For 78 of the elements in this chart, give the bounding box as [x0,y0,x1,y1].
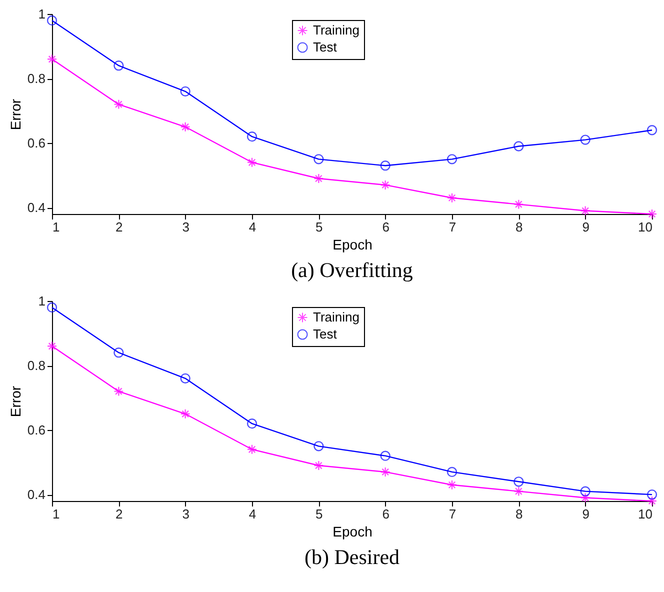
point [380,160,390,171]
x-tick-label: 8 [516,220,523,234]
point [246,132,258,142]
y-tick-label: 0.8 [27,358,46,374]
point [314,441,324,452]
point [246,444,258,454]
x-axis-title: Epoch [332,236,372,252]
point [114,60,124,71]
point [646,496,658,506]
point [514,141,524,152]
point [114,386,124,396]
point [246,418,258,429]
x-tick-label: 3 [182,506,190,522]
x-tick-label: 1 [52,220,60,234]
point [446,466,458,478]
legend-label: Test [313,40,338,54]
point [380,466,390,478]
y-tick-label: 0.4 [27,487,46,502]
x-tick-label: 7 [448,506,456,522]
point [646,489,658,500]
y-axis-title: Error [7,386,24,418]
point [246,157,258,168]
x-tick-label: 10 [638,506,652,522]
point [114,99,124,110]
x-tick-label: 1 [52,506,60,522]
x-axis-title: Epoch [332,524,372,540]
y-tick-label: 0.8 [27,71,46,86]
point [314,460,324,471]
x-tick-label: 5 [316,220,323,234]
text: (a) Overfitting [291,258,414,282]
y-tick-label: 1 [38,6,46,22]
point [180,86,190,96]
x-tick-label: 8 [516,506,523,522]
point [514,476,524,487]
x-tick-label: 3 [182,220,190,234]
y-axis-title: Error [7,98,24,130]
x-tick-label: 6 [382,220,390,234]
point [580,486,590,496]
point [180,408,190,419]
point [580,206,590,216]
x-tick-label: 4 [248,220,256,234]
x-tick-label: 10 [638,220,652,234]
point [314,154,324,164]
point [514,486,524,496]
legend-label: Training [313,22,360,38]
point [580,492,590,503]
text: (b) Desired [304,545,400,569]
point [46,341,58,352]
y-tick-label: 0.6 [27,422,46,438]
x-tick-label: 6 [382,506,390,522]
point [380,450,390,461]
legend-label: Training [313,310,360,324]
y-tick-label: 0.6 [27,136,46,151]
point [180,122,190,132]
x-tick-label: 9 [582,506,590,522]
point [514,199,524,210]
point [46,54,58,64]
point [380,180,390,190]
x-tick-label: 2 [116,506,123,522]
point [446,154,458,164]
point [446,480,458,490]
x-tick-label: 7 [448,220,456,234]
y-tick-label: 1 [38,294,46,308]
point [180,373,190,384]
point [46,15,58,26]
x-tick-label: 2 [116,220,123,234]
x-tick-label: 5 [316,506,323,522]
x-tick-label: 4 [248,506,256,522]
point [46,302,58,313]
point [646,125,658,136]
legend-label: Test [313,326,338,342]
point [580,134,590,145]
point [114,348,124,358]
x-tick-label: 9 [582,220,590,234]
point [446,192,458,203]
point [646,208,658,220]
y-tick-label: 0.4 [27,200,46,216]
point [314,173,324,184]
